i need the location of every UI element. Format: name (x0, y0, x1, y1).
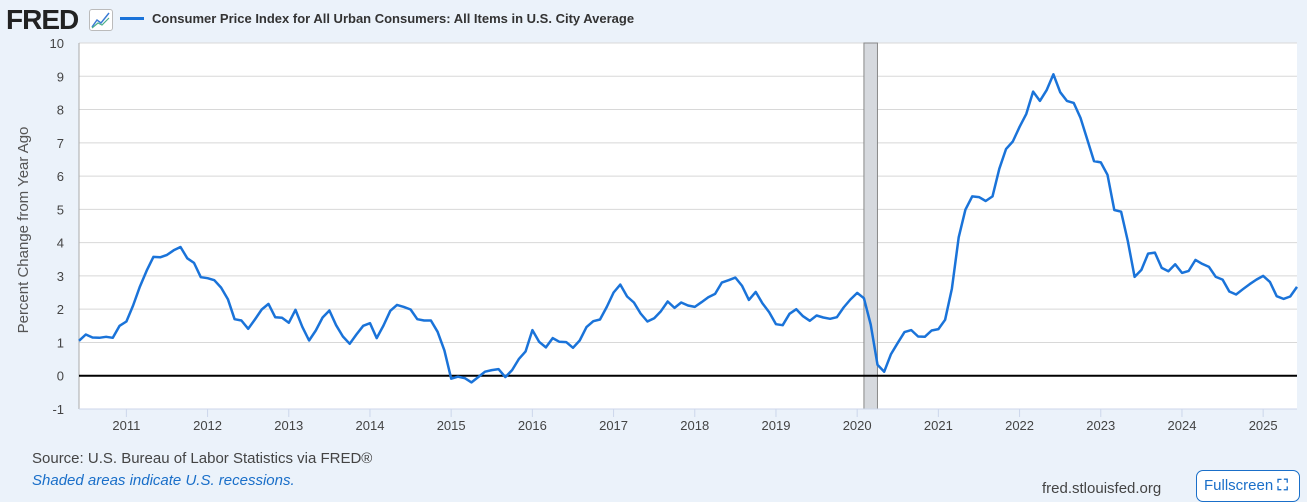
x-tick-label: 2012 (193, 418, 222, 433)
plot-area (79, 43, 1297, 409)
fullscreen-button[interactable]: Fullscreen ⛶ (1196, 470, 1300, 502)
y-tick-label: 9 (57, 69, 64, 84)
x-tick-label: 2022 (1005, 418, 1034, 433)
y-tick-label: 2 (57, 302, 64, 317)
x-tick-label: 2011 (112, 418, 140, 433)
y-tick-label: 0 (57, 369, 64, 384)
x-tick-label: 2013 (274, 418, 303, 433)
site-link[interactable]: fred.stlouisfed.org (1042, 480, 1161, 497)
x-tick-label: 2016 (518, 418, 547, 433)
fullscreen-label: Fullscreen (1204, 477, 1273, 494)
x-tick-label: 2023 (1086, 418, 1115, 433)
y-tick-label: 5 (57, 202, 64, 217)
x-tick-label: 2015 (437, 418, 466, 433)
x-tick-label: 2025 (1249, 418, 1278, 433)
x-tick-label: 2020 (843, 418, 872, 433)
y-axis-label: Percent Change from Year Ago (15, 127, 32, 334)
recession-note: Shaded areas indicate U.S. recessions. (32, 472, 295, 489)
y-tick-label: -1 (52, 402, 64, 417)
y-tick-label: 7 (57, 136, 64, 151)
y-tick-label: 6 (57, 169, 64, 184)
x-tick-label: 2018 (680, 418, 709, 433)
x-tick-label: 2019 (762, 418, 791, 433)
x-tick-label: 2024 (1168, 418, 1197, 433)
y-tick-label: 8 (57, 103, 64, 118)
x-tick-label: 2017 (599, 418, 628, 433)
y-tick-label: 1 (57, 335, 64, 350)
y-tick-label: 10 (50, 36, 64, 51)
x-tick-label: 2014 (356, 418, 385, 433)
x-tick-label: 2021 (924, 418, 953, 433)
chart-svg: -1 0 1 2 3 4 5 6 7 8 9 10 2011 2012 2013 2014 2015 2016 20… (0, 0, 1307, 460)
y-tick-label: 4 (57, 236, 64, 251)
fullscreen-icon: ⛶ (1277, 477, 1288, 494)
source-text: Source: U.S. Bureau of Labor Statistics … (32, 450, 372, 467)
y-tick-label: 3 (57, 269, 64, 284)
